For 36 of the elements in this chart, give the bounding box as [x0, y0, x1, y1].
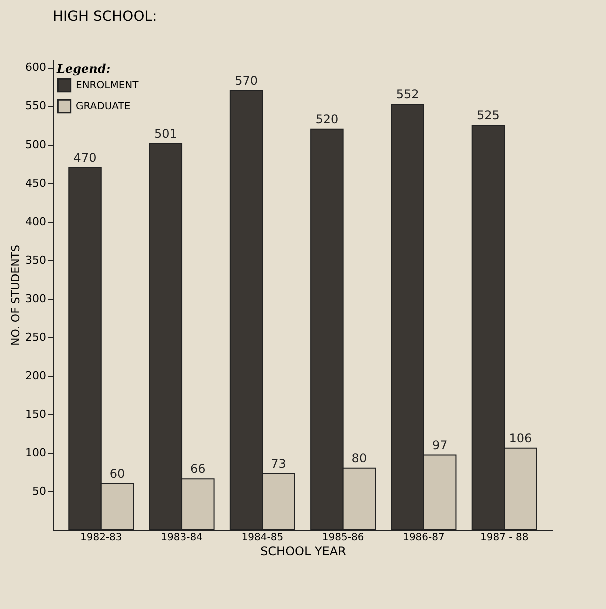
data-label: 570 — [235, 74, 258, 88]
data-label: 470 — [74, 150, 97, 165]
data-label: 525 — [477, 108, 500, 122]
y-tick-label: 550 — [26, 100, 46, 113]
y-tick-label: 450 — [26, 176, 46, 190]
y-tick-label: 400 — [26, 215, 46, 228]
data-label: 501 — [154, 126, 178, 141]
x-tick-label: 1986-87 — [403, 532, 445, 544]
data-label: 60 — [110, 466, 126, 481]
data-label: 97 — [432, 438, 448, 452]
y-tick-label: 500 — [26, 138, 46, 152]
y-tick-label: 600 — [26, 61, 46, 74]
legend-title: Legend: — [56, 62, 111, 76]
data-label: 520 — [316, 112, 339, 126]
data-label: 80 — [352, 451, 368, 466]
y-axis-title: NO. OF STUDENTS — [10, 244, 23, 346]
y-tick-label: 300 — [26, 292, 46, 306]
x-tick-label: 1985-86 — [322, 532, 364, 544]
data-label: 73 — [271, 456, 286, 471]
legend-label: GRADUATE — [76, 102, 131, 112]
x-tick-label: 1982-83 — [80, 532, 122, 544]
y-tick-label: 350 — [26, 254, 46, 267]
y-tick-label: 50 — [32, 484, 46, 498]
chart-title: HIGH SCHOOL: — [53, 9, 158, 25]
x-tick-label: 1984-85 — [242, 532, 284, 544]
x-axis-title: SCHOOL YEAR — [260, 544, 346, 558]
data-label: 552 — [396, 88, 420, 102]
data-label: 106 — [509, 431, 532, 446]
x-tick-label: 1983-84 — [161, 532, 203, 544]
y-tick-label: 200 — [26, 369, 46, 382]
legend-label: ENROLMENT — [76, 80, 140, 92]
x-tick-label: 1987 - 88 — [480, 532, 529, 544]
data-label: 66 — [190, 462, 206, 476]
y-tick-label: 250 — [26, 330, 46, 344]
y-tick-label: 100 — [26, 446, 46, 460]
y-tick-label: 150 — [26, 408, 46, 421]
